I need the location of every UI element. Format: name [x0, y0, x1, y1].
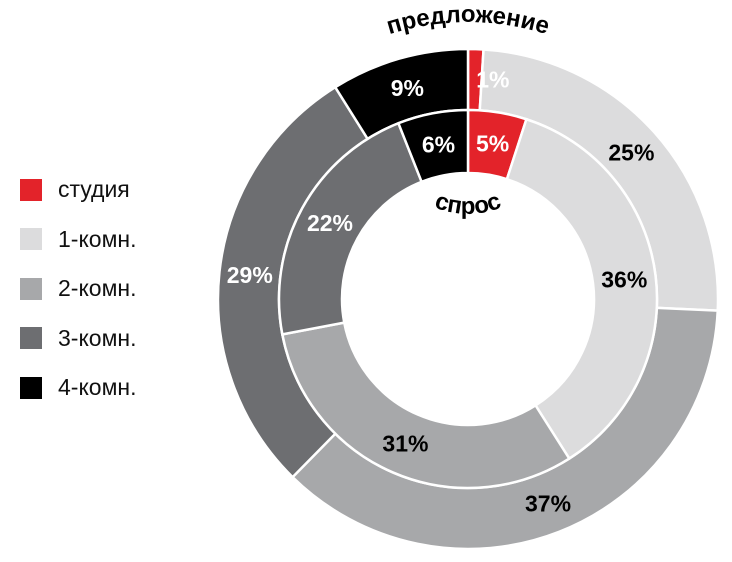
inner-label-2: 31% [382, 431, 428, 457]
inner-slice-4 [396, 108, 470, 184]
inner-label-0: 5% [476, 130, 509, 156]
inner-slice-1 [505, 117, 659, 461]
legend-swatch [20, 277, 42, 300]
outer-ring-title: предложение [383, 1, 552, 40]
outer-label-0: 1% [476, 67, 509, 93]
inner-ring-title: спрос [432, 187, 504, 220]
legend-label: 3-комн. [58, 324, 137, 351]
legend-label: 4-комн. [58, 374, 137, 401]
legend-label: студия [58, 176, 130, 203]
legend-item: 2-комн. [20, 264, 136, 314]
inner-label-1: 36% [601, 266, 647, 292]
legend-swatch [20, 327, 42, 350]
legend-item: 4-комн. [20, 363, 136, 413]
inner-slice-2 [280, 321, 571, 490]
legend-item: студия [20, 165, 136, 215]
legend: студия 1-комн. 2-комн. 3-комн. 4-комн. [20, 165, 136, 413]
legend-item: 3-комн. [20, 314, 136, 364]
outer-label-2: 37% [525, 490, 571, 516]
legend-item: 1-комн. [20, 215, 136, 265]
outer-label-3: 29% [227, 262, 273, 288]
legend-swatch [20, 178, 42, 201]
outer-label-1: 25% [608, 139, 654, 165]
legend-label: 1-комн. [58, 225, 137, 252]
legend-label: 2-комн. [58, 275, 137, 302]
inner-label-3: 22% [307, 210, 353, 236]
legend-swatch [20, 228, 42, 251]
outer-label-4: 9% [391, 75, 424, 101]
legend-swatch [20, 376, 42, 399]
inner-label-4: 6% [422, 131, 455, 157]
